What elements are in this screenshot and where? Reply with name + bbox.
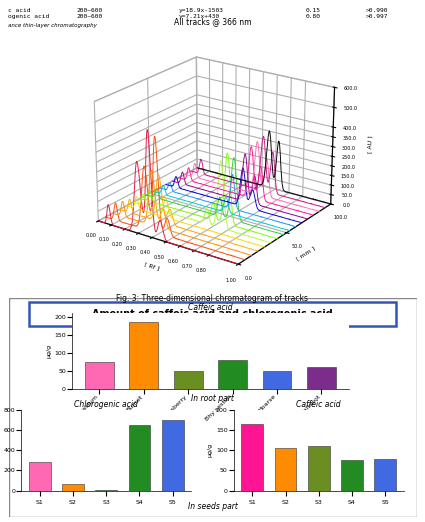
Bar — [374, 459, 396, 491]
Title: Chlorogenic acid: Chlorogenic acid — [74, 400, 138, 409]
Text: ogenic acid: ogenic acid — [8, 14, 50, 19]
Bar — [341, 460, 363, 491]
Text: Amount of caffeic acid and chlorogenic acid: Amount of caffeic acid and chlorogenic a… — [92, 309, 333, 319]
Y-axis label: [ mm ]: [ mm ] — [295, 246, 316, 262]
Title: Caffeic acid: Caffeic acid — [188, 303, 233, 313]
Title: All tracks @ 366 nm: All tracks @ 366 nm — [174, 17, 251, 26]
Text: 200~600: 200~600 — [76, 14, 103, 19]
Bar — [162, 420, 184, 491]
Bar — [307, 367, 336, 389]
X-axis label: [ Rf ]: [ Rf ] — [144, 261, 160, 270]
Y-axis label: µg/g: µg/g — [46, 344, 51, 358]
Text: >0.997: >0.997 — [366, 14, 388, 19]
Bar — [174, 371, 203, 389]
Text: c acid: c acid — [8, 8, 31, 13]
Bar — [241, 424, 263, 491]
Bar — [308, 446, 329, 491]
Bar — [275, 448, 296, 491]
Y-axis label: µg/g: µg/g — [208, 443, 213, 457]
Text: 0.15: 0.15 — [306, 8, 321, 13]
Bar — [263, 371, 292, 389]
Text: In root part: In root part — [191, 394, 234, 403]
Title: Caffeic acid: Caffeic acid — [296, 400, 341, 409]
Bar — [29, 462, 51, 491]
Text: Fig. 3: Three-dimensional chromatogram of tracks: Fig. 3: Three-dimensional chromatogram o… — [116, 294, 309, 303]
Bar — [129, 425, 150, 491]
Bar — [129, 322, 158, 389]
Text: 0.80: 0.80 — [306, 14, 321, 19]
Text: y=7.21x+430: y=7.21x+430 — [178, 14, 220, 19]
Text: >0.990: >0.990 — [366, 8, 388, 13]
Text: In seeds part: In seeds part — [187, 502, 238, 511]
Bar — [29, 302, 396, 326]
Text: ance thin-layer chromatography: ance thin-layer chromatography — [8, 23, 97, 29]
Text: y=18.9x-1503: y=18.9x-1503 — [178, 8, 224, 13]
Bar — [62, 483, 84, 491]
Bar — [85, 362, 114, 389]
Bar — [218, 360, 247, 389]
Text: 200~600: 200~600 — [76, 8, 103, 13]
